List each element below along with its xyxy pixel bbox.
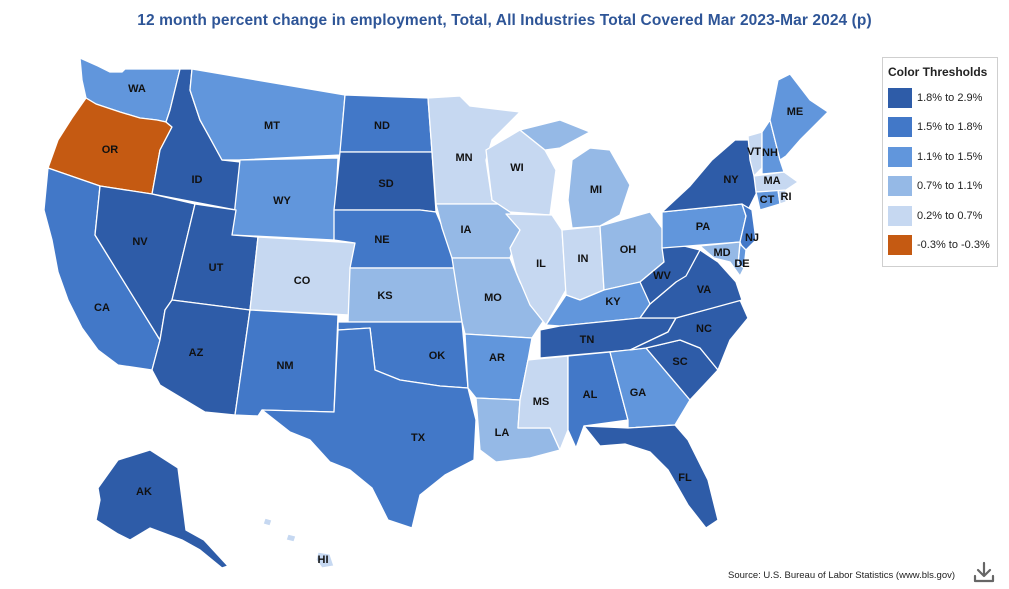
state-WV[interactable] [639,243,701,305]
state-FL[interactable] [583,424,719,529]
state-MO[interactable] [451,257,545,339]
legend-item[interactable]: 1.8% to 2.9% [888,88,997,108]
state-WY[interactable] [231,157,339,241]
legend-item[interactable]: 1.5% to 1.8% [888,117,997,138]
legend-item[interactable]: -0.3% to -0.3% [888,234,997,255]
state-RI[interactable] [777,189,787,205]
legend-swatch [888,176,912,197]
state-ME[interactable] [769,73,829,161]
legend-swatch [888,205,912,226]
state-NC[interactable] [629,299,749,371]
legend-swatch [888,234,912,255]
state-MI[interactable] [519,119,631,229]
color-thresholds-legend: Color Thresholds 1.8% to 2.9% 1.5% to 1.8… [882,57,998,267]
state-IN[interactable] [561,225,605,301]
state-MN[interactable] [427,95,521,205]
state-ND[interactable] [339,94,433,153]
state-MD[interactable] [699,241,745,277]
legend-swatch [888,88,912,108]
state-KS[interactable] [347,267,463,323]
state-HI[interactable] [262,517,335,569]
legend-label: 0.7% to 1.1% [917,180,983,193]
map-title: 12 month percent change in employment, T… [137,12,872,29]
state-CO[interactable] [249,236,356,316]
legend-item[interactable]: 1.1% to 1.5% [888,146,997,167]
state-TX[interactable] [261,327,477,529]
legend-item[interactable]: 0.2% to 0.7% [888,205,997,226]
legend-item[interactable]: 0.7% to 1.1% [888,176,997,197]
legend-swatch [888,117,912,138]
legend-label: 1.8% to 2.9% [917,92,983,104]
source-note: Source: U.S. Bureau of Labor Statistics … [728,570,956,581]
state-IL[interactable] [505,213,567,326]
legend-label: -0.3% to -0.3% [917,238,990,251]
legend-swatch [888,146,912,167]
legend-label: 0.2% to 0.7% [917,209,983,222]
state-AZ[interactable] [151,299,251,416]
state-NE[interactable] [333,209,457,269]
state-SD[interactable] [333,151,437,213]
state-VT[interactable] [747,131,763,177]
state-MA[interactable] [753,171,799,193]
legend-title: Color Thresholds [888,65,988,79]
state-NH[interactable] [761,119,785,175]
download-icon[interactable] [972,560,996,584]
legend-label: 1.1% to 1.5% [917,150,983,163]
state-NM[interactable] [234,309,339,417]
legend-label: 1.5% to 1.8% [917,121,983,134]
state-CT[interactable] [755,189,781,211]
state-NY[interactable] [661,139,759,213]
state-AK[interactable] [95,449,229,569]
